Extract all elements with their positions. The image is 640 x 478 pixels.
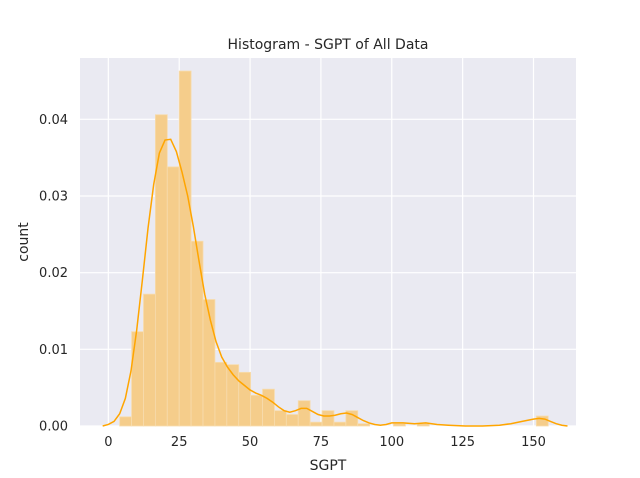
histogram-bar xyxy=(285,414,299,427)
y-tick-label: 0.02 xyxy=(39,266,68,281)
x-tick-label: 0 xyxy=(104,435,112,450)
chart-title: Histogram - SGPT of All Data xyxy=(228,37,429,53)
histogram-bar xyxy=(357,423,371,427)
histogram-bar xyxy=(297,400,311,427)
histogram-bar xyxy=(393,423,406,427)
histogram-bar xyxy=(250,394,263,427)
histogram-bar xyxy=(119,416,132,427)
y-tick-label: 0.00 xyxy=(39,420,68,435)
x-tick-label: 50 xyxy=(242,435,259,450)
y-axis-label: count xyxy=(16,222,32,262)
histogram-bar xyxy=(262,388,275,427)
histogram-bar xyxy=(202,299,216,427)
histogram-bar xyxy=(535,415,549,427)
histogram-bars xyxy=(119,70,549,427)
histogram-bar xyxy=(214,361,228,427)
histogram-bar xyxy=(274,410,287,427)
y-tick-label: 0.04 xyxy=(39,113,68,128)
histogram-bar xyxy=(190,240,204,427)
x-tick-labels: 0 25 50 75 100 125 150 xyxy=(104,435,546,450)
histogram-bar xyxy=(131,331,144,427)
y-tick-labels: 0.00 0.01 0.02 0.03 0.04 xyxy=(39,113,68,435)
x-tick-label: 125 xyxy=(450,435,475,450)
histogram-bar xyxy=(178,70,192,427)
histogram-bar xyxy=(309,421,323,427)
histogram-bar xyxy=(143,293,156,427)
x-axis-label: SGPT xyxy=(310,458,347,474)
x-tick-label: 100 xyxy=(379,435,404,450)
kde-curve xyxy=(102,138,568,427)
histogram-bar xyxy=(333,421,347,427)
x-tick-label: 75 xyxy=(313,435,330,450)
histogram-bar xyxy=(166,166,180,427)
x-tick-label: 150 xyxy=(521,435,546,450)
y-tick-label: 0.03 xyxy=(39,190,68,205)
y-tick-label: 0.01 xyxy=(39,343,68,358)
histogram-bar xyxy=(321,410,335,427)
x-tick-label: 25 xyxy=(171,435,188,450)
histogram-bar xyxy=(238,371,252,427)
